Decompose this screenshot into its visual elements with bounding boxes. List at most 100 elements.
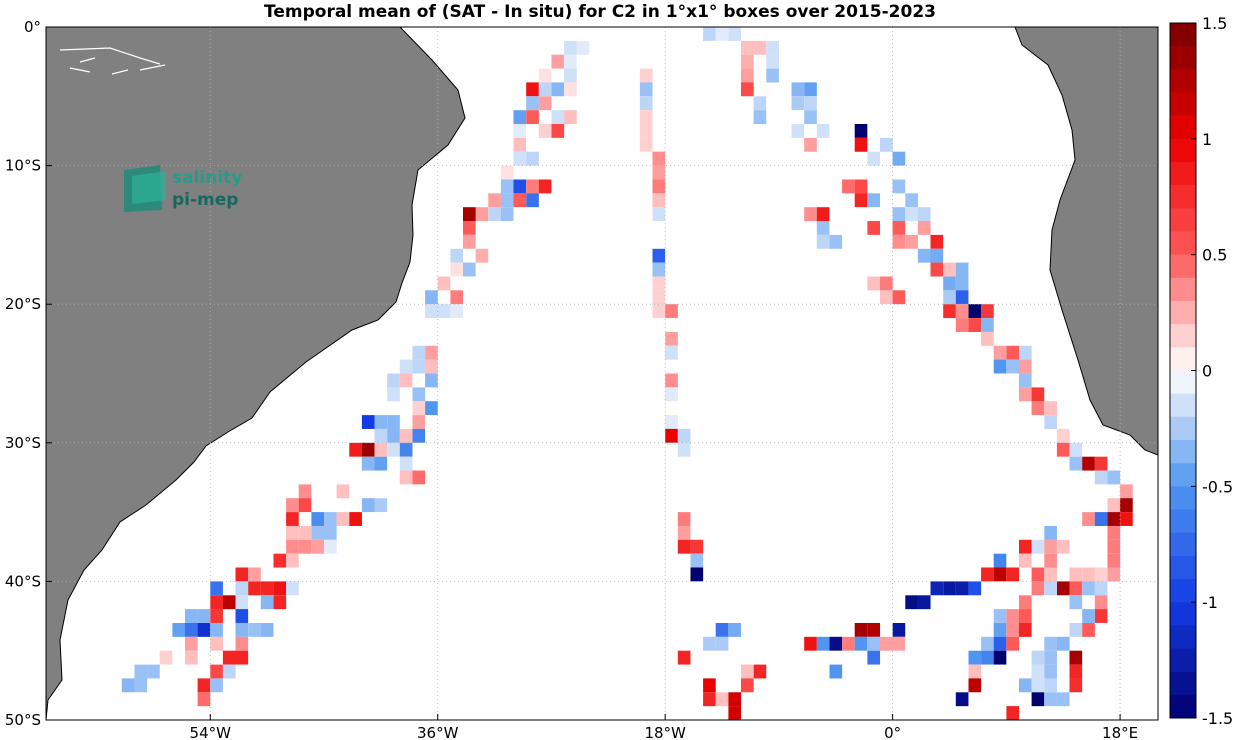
cell <box>753 40 767 55</box>
cell <box>1019 345 1032 360</box>
colorbar-tick-label: -1.5 <box>1202 709 1233 728</box>
colorbar-level <box>1170 254 1196 279</box>
cell <box>867 623 881 637</box>
cell <box>349 442 362 457</box>
cell <box>551 110 565 125</box>
cell <box>677 526 691 540</box>
cell <box>703 692 716 707</box>
cell <box>829 636 843 651</box>
cell <box>412 470 426 485</box>
cell <box>399 359 413 374</box>
cell <box>715 623 729 637</box>
cell <box>791 124 805 138</box>
y-axis: 0° 10°S 20°S 30°S 40°S 50°S <box>5 18 52 729</box>
cell <box>1019 609 1032 623</box>
cell <box>917 248 931 263</box>
cell <box>286 553 299 568</box>
cell <box>222 595 236 610</box>
cell <box>425 345 438 360</box>
cell <box>197 692 211 707</box>
cell <box>387 442 400 457</box>
cell <box>361 456 375 471</box>
cell <box>412 387 426 402</box>
cell <box>955 276 969 291</box>
x-tick-label: 36°W <box>417 724 459 740</box>
cell <box>1094 581 1108 596</box>
cell <box>993 636 1007 651</box>
cell <box>564 54 577 69</box>
cell <box>665 373 678 388</box>
cell <box>639 68 653 83</box>
cell <box>273 581 287 596</box>
cell <box>1069 664 1083 679</box>
cell <box>450 262 464 277</box>
cell <box>311 512 325 526</box>
cell <box>1031 539 1045 554</box>
africa-land <box>1014 27 1158 456</box>
cell <box>1120 498 1133 513</box>
cell <box>210 636 223 651</box>
grid-lines <box>46 27 1158 720</box>
y-tick-label: 50°S <box>5 711 41 729</box>
cell <box>816 221 830 235</box>
cell <box>1082 581 1095 596</box>
cell <box>804 207 817 222</box>
cell <box>324 526 337 540</box>
colorbar-level <box>1170 555 1196 580</box>
cell <box>1031 567 1045 582</box>
cell <box>121 678 135 693</box>
cell <box>867 221 881 235</box>
cell <box>1082 456 1095 471</box>
y-tick-label: 30°S <box>5 434 41 452</box>
cell <box>1006 345 1020 360</box>
cell <box>1044 526 1057 540</box>
cell <box>1107 553 1121 568</box>
cell <box>854 636 868 651</box>
cell <box>538 96 552 111</box>
data-cells <box>121 27 1133 720</box>
cell <box>437 304 451 319</box>
cell <box>336 512 350 526</box>
cell <box>993 650 1007 665</box>
cell <box>564 68 577 83</box>
cell <box>399 470 413 485</box>
cell <box>677 650 691 665</box>
colorbar-level <box>1170 602 1196 626</box>
colorbar-level <box>1170 324 1196 348</box>
logo-mark-shade <box>132 171 166 204</box>
cell <box>387 415 400 429</box>
cell <box>324 512 337 526</box>
cell <box>715 692 729 707</box>
cell <box>185 623 198 637</box>
colorbar-level <box>1170 69 1196 93</box>
cell <box>652 179 666 194</box>
cell <box>652 262 666 277</box>
cell <box>665 331 678 346</box>
cell <box>576 40 590 55</box>
cell <box>981 318 994 332</box>
cell <box>930 248 944 263</box>
colorbar-level <box>1170 162 1196 186</box>
cell <box>134 678 148 693</box>
x-tick-label: 0° <box>884 724 901 740</box>
cell <box>791 96 805 111</box>
cell <box>1006 706 1020 720</box>
cell <box>500 207 514 222</box>
cell <box>450 304 464 319</box>
cell <box>1044 581 1057 596</box>
cell <box>286 526 299 540</box>
cell <box>210 581 223 596</box>
cell <box>1044 539 1057 554</box>
cell <box>1069 456 1083 471</box>
cell <box>374 442 388 457</box>
cell <box>387 428 400 443</box>
cell <box>854 124 868 138</box>
cell <box>703 678 716 693</box>
cell <box>829 664 843 679</box>
cell <box>210 595 223 610</box>
cell <box>766 40 779 55</box>
colorbar-tick-label: 0 <box>1202 362 1212 381</box>
cell <box>905 234 918 249</box>
cell <box>943 276 956 291</box>
chart-title: Temporal mean of (SAT - In situ) for C2 … <box>264 2 936 22</box>
